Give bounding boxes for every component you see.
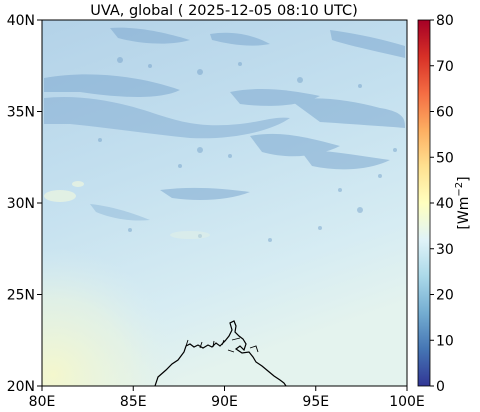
colorbar-tick-label: 80: [436, 13, 454, 29]
y-tick-label: 20N: [7, 379, 35, 395]
delta-channels: [185, 337, 259, 353]
x-tick-label: 80E: [29, 394, 56, 410]
x-axis: 80E 85E 90E 95E 100E: [29, 386, 425, 410]
y-tick-label: 30N: [7, 196, 35, 212]
y-tick-label: 40N: [7, 13, 35, 29]
colorbar-tick-label: 40: [436, 196, 454, 212]
colorbar-label: [Wm−2]: [454, 176, 472, 229]
x-tick-label: 100E: [389, 394, 425, 410]
colorbar-ticks: 0 10 20 30 40 50 60 70 80: [430, 13, 454, 395]
colorbar-tick-label: 0: [436, 379, 445, 395]
cloud-speckles: [98, 57, 397, 242]
y-tick-label: 35N: [7, 105, 35, 121]
colorbar: 0 10 20 30 40 50 60 70 80 [Wm−2]: [417, 13, 472, 395]
colorbar-tick-label: 20: [436, 288, 454, 304]
y-tick-label: 25N: [7, 288, 35, 304]
colorbar-tick-label: 50: [436, 150, 454, 166]
coastline: [154, 320, 287, 386]
colorbar-tick-label: 10: [436, 333, 454, 349]
bright-patches: [44, 181, 210, 239]
x-tick-label: 85E: [120, 394, 147, 410]
colorbar-tick-label: 30: [436, 242, 454, 258]
cloud-patterns: [44, 27, 405, 221]
y-axis: 20N 25N 30N 35N 40N: [7, 13, 42, 395]
colorbar-tick-label: 60: [436, 105, 454, 121]
colorbar-tick-label: 70: [436, 59, 454, 75]
map-panel: [42, 20, 407, 386]
colorbar-scale: [417, 19, 431, 387]
x-tick-label: 95E: [302, 394, 329, 410]
x-tick-label: 90E: [211, 394, 238, 410]
map-title: UVA, global ( 2025-12-05 08:10 UTC): [90, 3, 358, 19]
